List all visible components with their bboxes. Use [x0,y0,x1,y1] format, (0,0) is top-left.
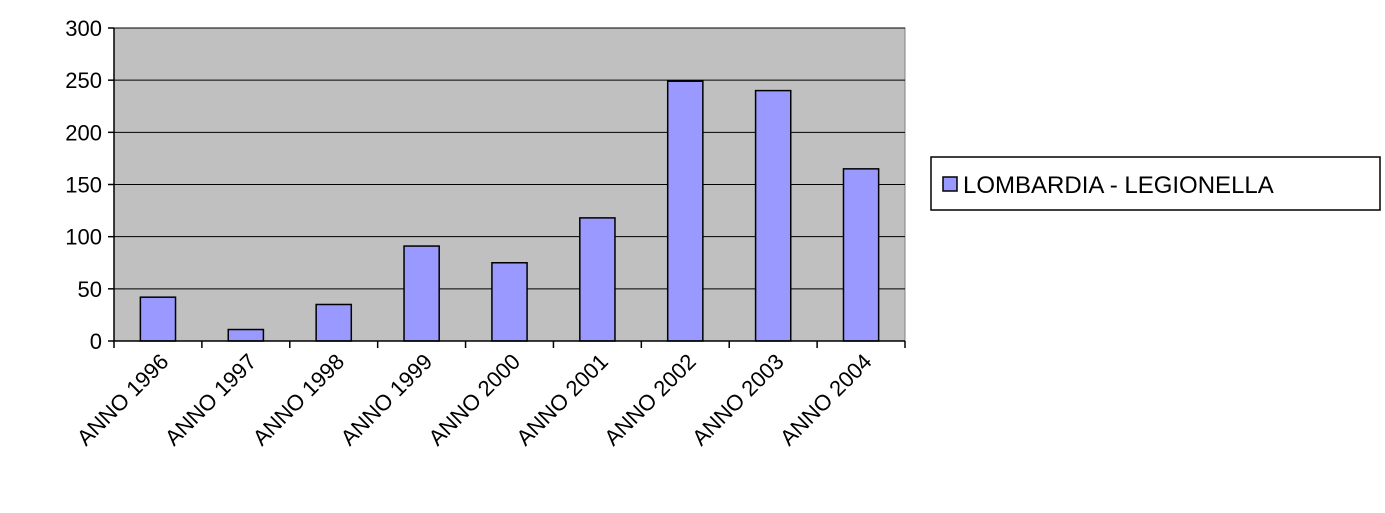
x-tick-label: ANNO 2001 [511,349,613,451]
y-axis-ticks: 0 50 100 150 200 250 300 [65,16,114,354]
bar [491,262,528,342]
legend-box [930,156,1381,211]
bar [403,245,440,342]
y-tick-label: 200 [65,120,102,145]
x-tick-label: ANNO 2002 [599,349,701,451]
y-tick-label: 150 [65,173,102,198]
x-tick-label: ANNO 2004 [775,349,877,451]
legend-swatch [942,176,958,192]
bar [754,89,792,342]
x-tick-label: ANNO 1999 [336,349,438,451]
bar [315,303,353,342]
x-tick-label: ANNO 2003 [687,349,789,451]
y-tick-label: 0 [90,329,102,354]
x-tick-label: ANNO 1996 [72,349,174,451]
bar [842,168,880,342]
y-tick-label: 250 [65,68,102,93]
y-tick-label: 300 [65,16,102,41]
bar [666,80,704,342]
y-tick-label: 50 [78,277,102,302]
bar [227,328,265,342]
bar [139,296,177,342]
x-tick-label: ANNO 2000 [423,349,525,451]
bar [579,217,616,342]
legend-label: LOMBARDIA - LEGIONELLA [963,172,1274,199]
y-tick-label: 100 [65,225,102,250]
legend: LOMBARDIA - LEGIONELLA [930,156,1381,211]
x-tick-label: ANNO 1998 [248,349,350,451]
x-tick-label: ANNO 1997 [160,349,262,451]
